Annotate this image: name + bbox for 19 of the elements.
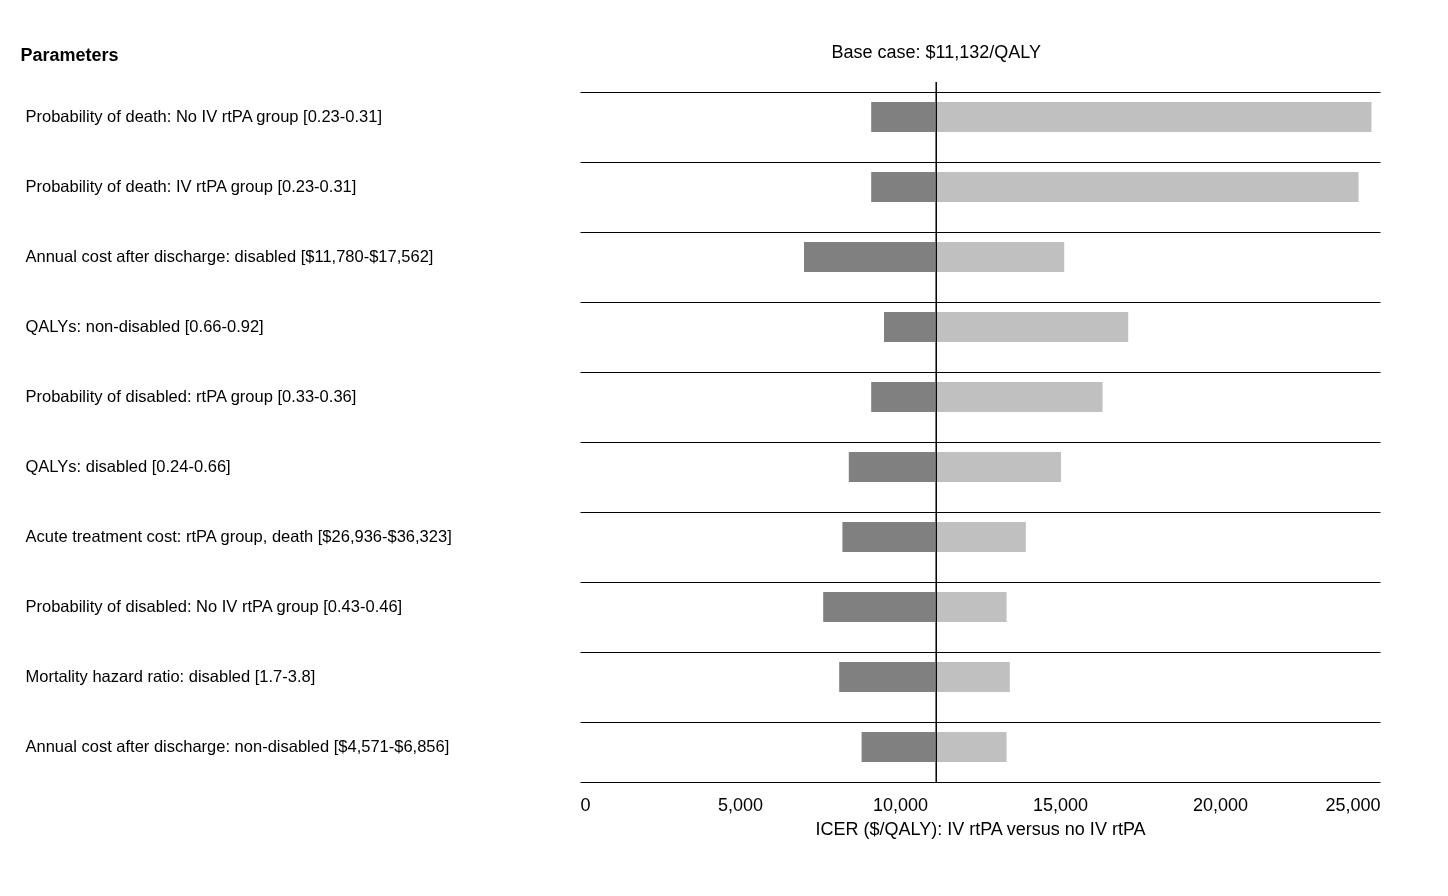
- y-tick-label: QALYs: non-disabled [0.66-0.92]: [25, 317, 264, 335]
- y-axis-title: Parameters: [20, 44, 119, 65]
- y-tick-label: Probability of disabled: rtPA group [0.33-0.36]: [25, 387, 357, 405]
- y-tick-label: Probability of death: No IV rtPA group [0.23-0.31]: [25, 107, 382, 125]
- ref-line-label: Base case: $11,132/QALY: [831, 42, 1041, 62]
- x-tick-label: 15,000: [1032, 794, 1089, 815]
- x-tick-label: 25,000: [1325, 794, 1381, 815]
- x-tick-label: 10,000: [872, 794, 929, 815]
- x-axis-title: ICER ($/QALY): IV rtPA versus no IV rtPA: [815, 818, 1146, 839]
- y-tick-label: Annual cost after discharge: disabled [$11,780-$17,562]: [25, 247, 434, 265]
- x-tick-label: 0: [580, 794, 591, 815]
- x-tick-label: 20,000: [1192, 794, 1249, 815]
- x-tick-label: 5,000: [717, 794, 764, 815]
- y-tick-label: Probability of disabled: No IV rtPA group [0.43-0.46]: [25, 597, 403, 615]
- y-tick-label: Annual cost after discharge: non-disabled [$4,571-$6,856]: [25, 737, 450, 755]
- y-tick-label: Probability of death: IV rtPA group [0.23-0.31]: [25, 177, 357, 195]
- y-tick-label: QALYs: disabled [0.24-0.66]: [25, 457, 231, 475]
- y-tick-label: Mortality hazard ratio: disabled [1.7-3.8]: [25, 667, 316, 685]
- y-tick-label: Acute treatment cost: rtPA group, death [$26,936-$36,323]: [25, 527, 452, 545]
